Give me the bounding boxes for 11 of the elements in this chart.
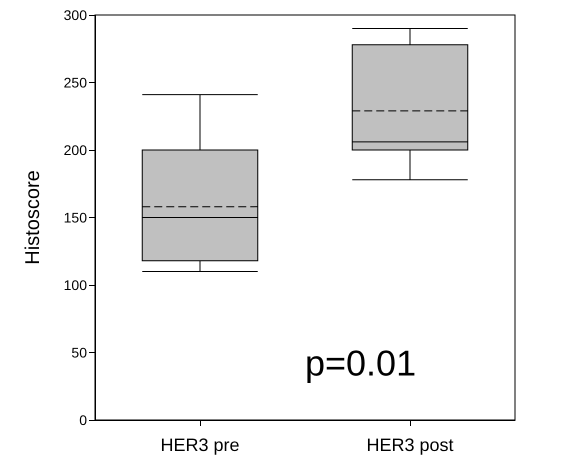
y-axis-title: Histoscore <box>22 170 44 265</box>
y-tick-label: 300 <box>64 7 88 23</box>
x-tick-label: HER3 pre <box>160 435 240 455</box>
annotation: p=0.01 <box>304 342 416 384</box>
y-tick-label: 100 <box>64 277 88 293</box>
y-tick-label: 150 <box>64 210 88 226</box>
x-tick-label: HER3 post <box>366 435 454 455</box>
y-tick-label: 50 <box>71 344 88 360</box>
y-tick-label: 250 <box>64 74 88 90</box>
y-tick-label: 200 <box>64 142 88 158</box>
y-tick-label: 0 <box>79 412 88 428</box>
